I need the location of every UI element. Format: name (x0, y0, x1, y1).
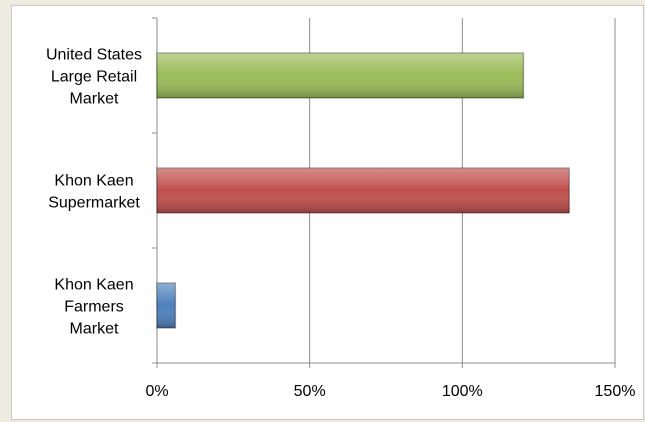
category-labels: United States Large Retail Market Khon Kaen… (46, 47, 142, 338)
category-label-0: United States Large Retail Market (46, 47, 142, 108)
x-tick-label-2: 100% (442, 383, 483, 400)
bar-shading-1 (157, 168, 570, 213)
x-tick-label-0: 0% (145, 383, 168, 400)
bars (156, 52, 570, 329)
chart-area: United States Large Retail Market Khon Kaen… (11, 5, 644, 420)
category-label-1: Khon Kaen Supermarket (48, 173, 140, 212)
bar-shading-2 (157, 283, 176, 328)
category-label-2: Khon Kaen Farmers Market (54, 277, 133, 338)
x-tick-label-3: 150% (595, 383, 636, 400)
x-tick-labels: 0% 50% 100% 150% (145, 383, 635, 400)
bar-shading-0 (157, 53, 524, 98)
x-tick-label-1: 50% (294, 383, 326, 400)
bar-chart: United States Large Retail Market Khon Kaen… (46, 17, 635, 400)
